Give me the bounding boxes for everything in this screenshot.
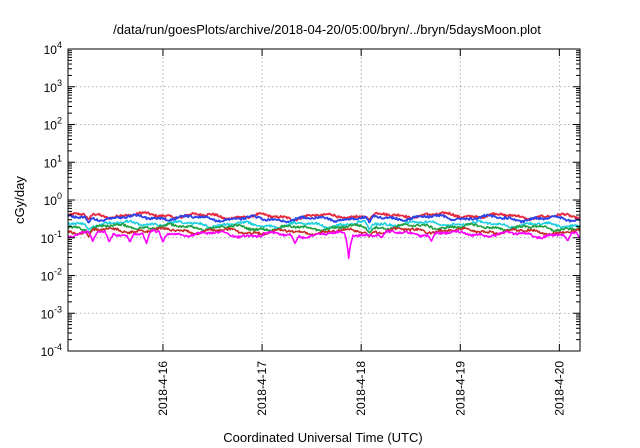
y-tick-label: 10-3	[41, 304, 62, 321]
y-tick-label: 100	[44, 191, 62, 208]
y-tick-label: 101	[44, 153, 62, 170]
y-tick-label: 103	[44, 78, 62, 95]
x-tick-label: 2018-4-17	[255, 361, 269, 416]
chart-title: /data/run/goesPlots/archive/2018-04-20/0…	[113, 22, 541, 37]
x-axis-tick-labels: 2018-4-16 2018-4-17 2018-4-18 2018-4-19 2018…	[156, 361, 566, 416]
y-tick-label: 10-1	[41, 229, 62, 246]
series-line	[67, 219, 581, 231]
x-tick-label: 2018-4-18	[354, 361, 368, 416]
data-series	[67, 211, 581, 260]
y-axis-tick-labels: 10-4 10-3 10-2 10-1 100 101 102 103 104	[41, 40, 62, 359]
series-line	[67, 211, 581, 222]
y-tick-label: 104	[44, 40, 62, 57]
x-tick-label: 2018-4-19	[453, 361, 467, 416]
series-line	[67, 213, 581, 224]
x-axis-label: Coordinated Universal Time (UTC)	[223, 430, 422, 445]
y-tick-label: 102	[44, 116, 62, 133]
x-tick-label: 2018-4-20	[552, 361, 566, 416]
series-line	[67, 229, 581, 260]
y-tick-label: 10-2	[41, 267, 62, 284]
x-tick-label: 2018-4-16	[156, 361, 170, 416]
y-tick-label: 10-4	[41, 342, 62, 359]
y-axis-label: cGy/day	[12, 176, 27, 224]
series-line	[67, 222, 581, 234]
axis-ticks	[68, 48, 580, 352]
grid-lines	[68, 49, 580, 351]
